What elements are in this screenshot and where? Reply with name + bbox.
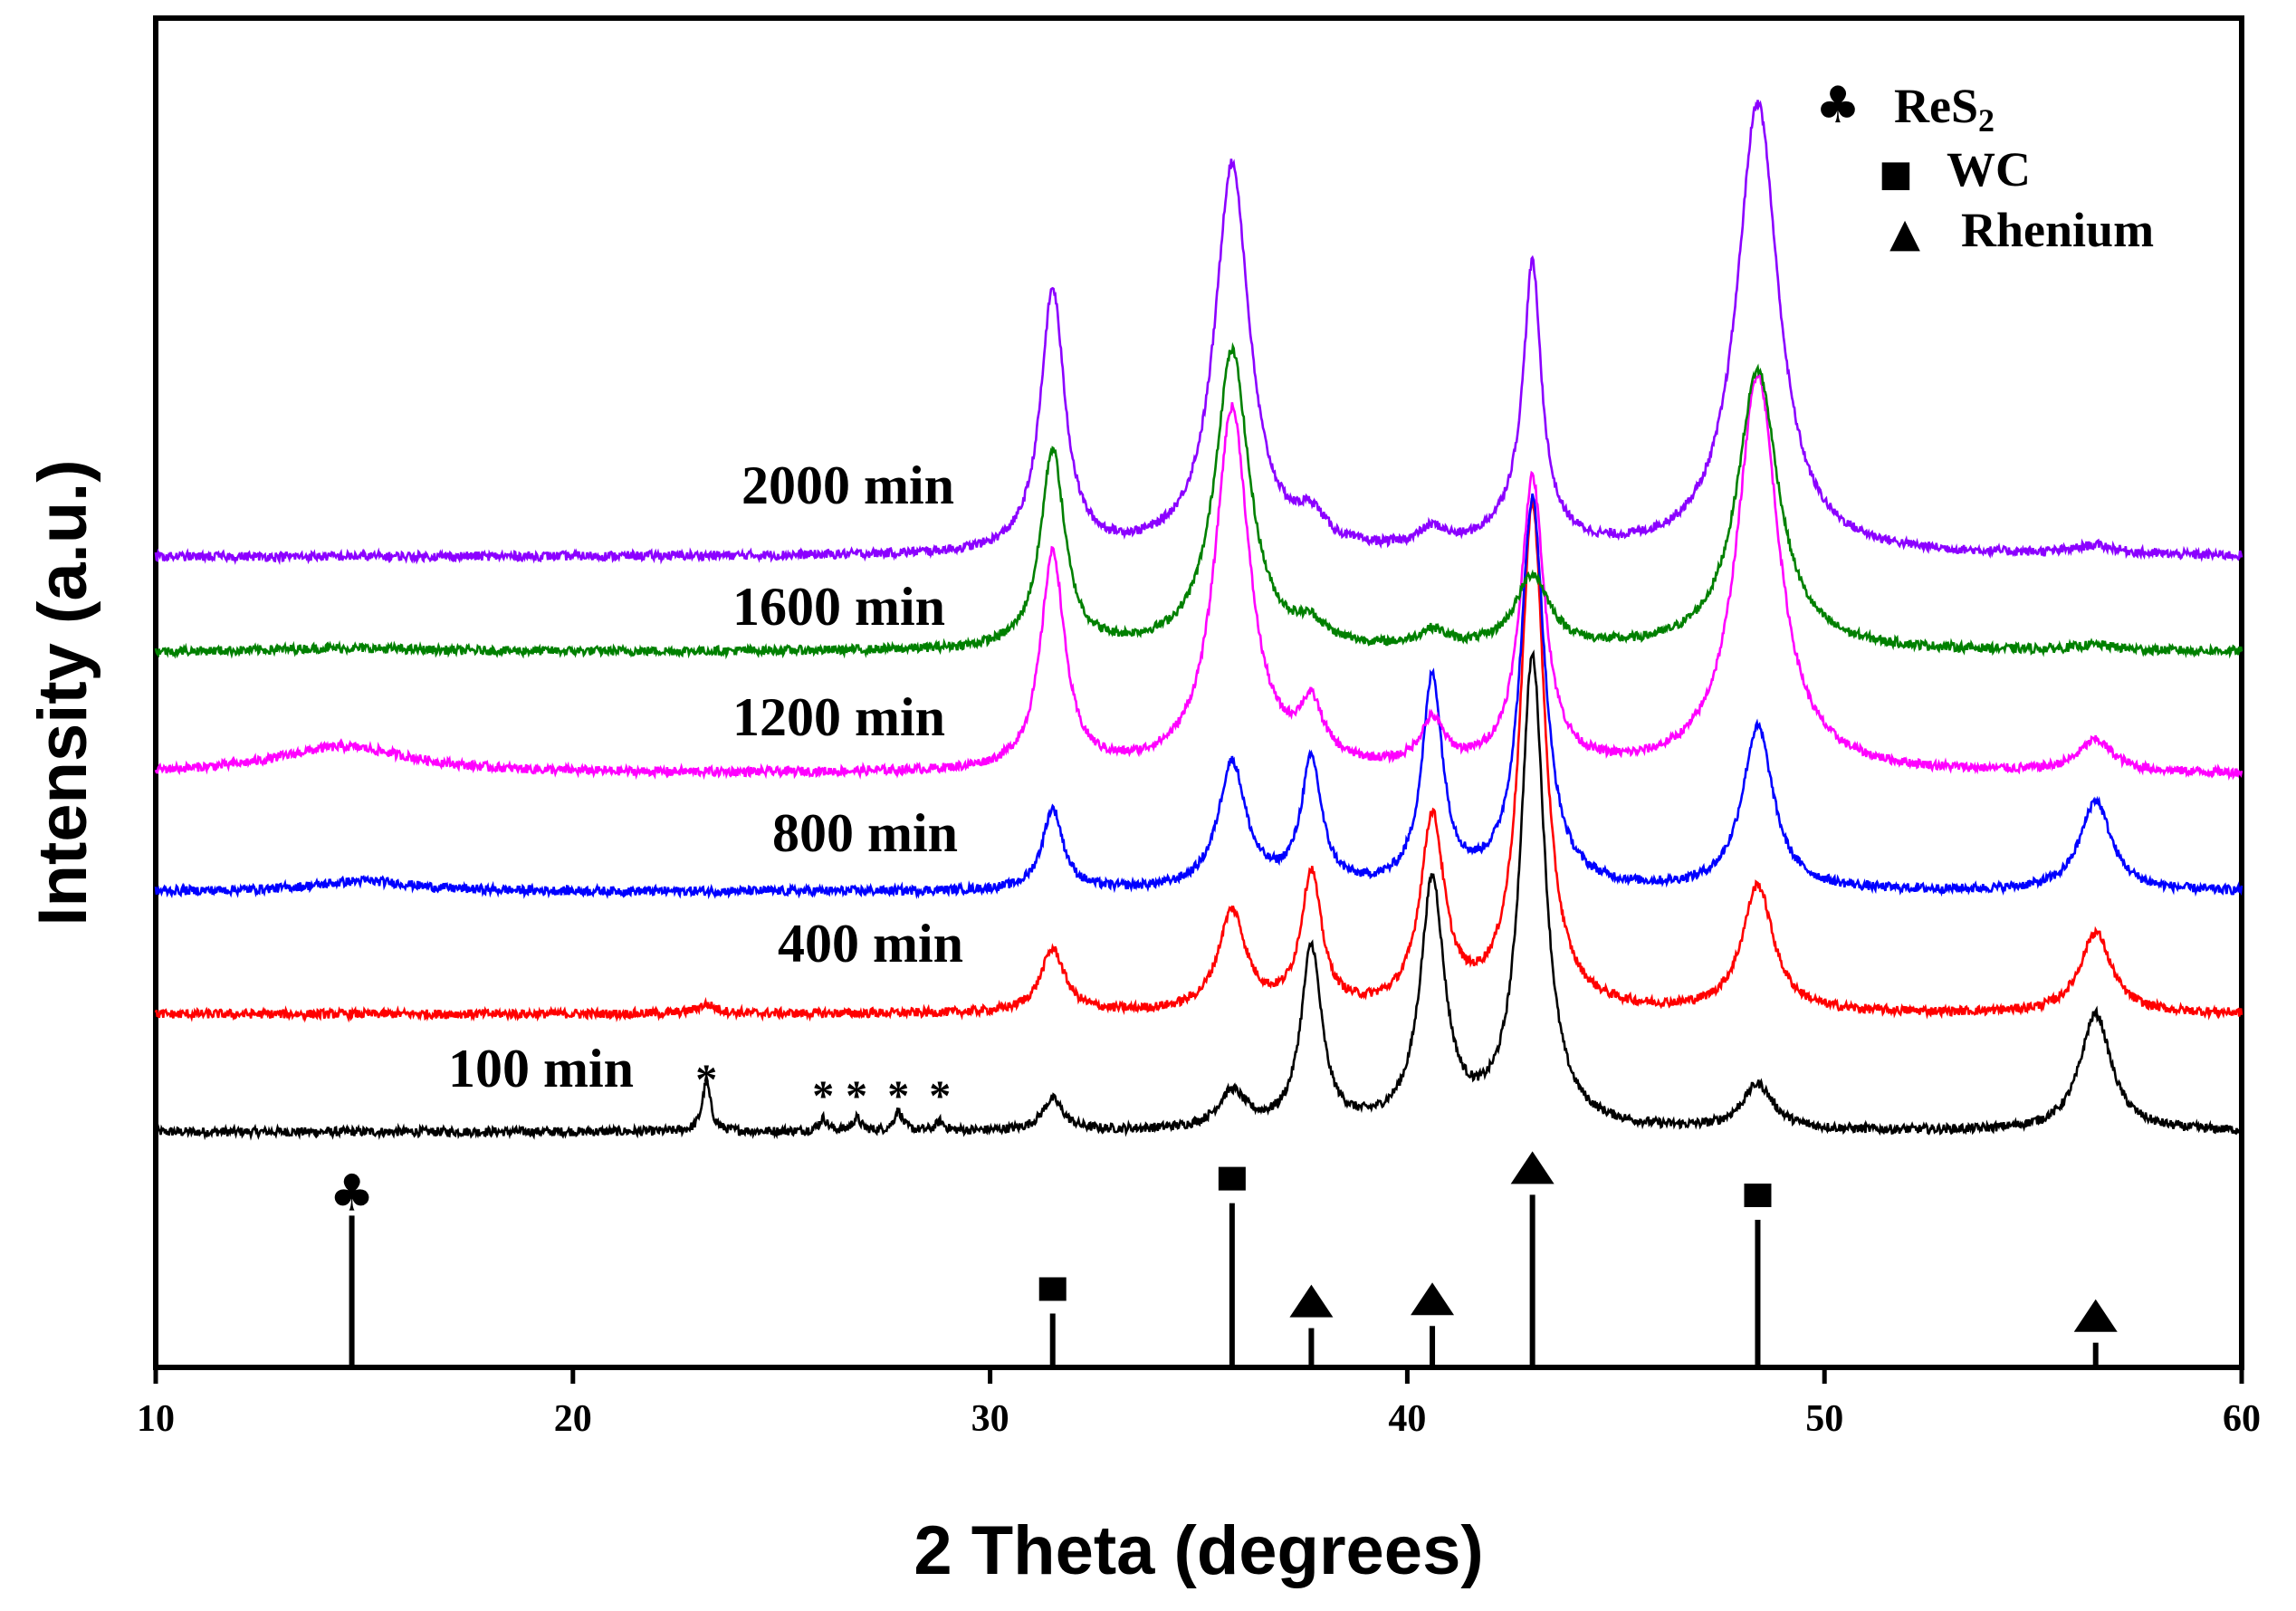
legend-square-icon: ■ bbox=[1879, 153, 1913, 195]
series-label-1200-min: 1200 min bbox=[732, 687, 945, 747]
series-line-1200-min bbox=[154, 372, 2243, 781]
rhenium-marker-icon bbox=[2073, 1299, 2118, 1332]
wc-marker-icon bbox=[1218, 1166, 1246, 1191]
series-line-1600-min bbox=[154, 341, 2243, 660]
rhenium-marker-icon bbox=[1510, 1151, 1555, 1184]
series-line-100-min bbox=[154, 649, 2243, 1141]
series-line-2000-min bbox=[154, 100, 2243, 566]
x-tick-label: 10 bbox=[137, 1398, 175, 1440]
x-tick-label: 30 bbox=[971, 1398, 1009, 1440]
legend-label-wc: WC bbox=[1947, 142, 2031, 197]
legend-label-res2: ReS2 bbox=[1894, 79, 1995, 139]
wc-marker-icon bbox=[1744, 1184, 1772, 1207]
legend-res2-subscript: 2 bbox=[1978, 102, 1995, 139]
legend-club-icon: ♣ bbox=[1815, 76, 1861, 135]
legend: ♣ ReS2 ■ WC ▲ Rhenium bbox=[1815, 76, 2154, 257]
reference-lines: ♣ bbox=[329, 1151, 2118, 1366]
res2-marker-icon: ♣ bbox=[329, 1164, 374, 1223]
series-label-2000-min: 2000 min bbox=[741, 455, 954, 515]
y-axis-title: Intensity (a.u.) bbox=[24, 459, 101, 925]
wc-marker-icon bbox=[1038, 1277, 1067, 1301]
x-ticks: 10 20 30 40 50 60 bbox=[137, 1367, 2261, 1440]
plot-frame bbox=[153, 15, 2244, 1370]
series-label-800-min: 800 min bbox=[772, 803, 958, 863]
x-tick-label: 60 bbox=[2223, 1398, 2261, 1440]
x-axis-title: 2 Theta (degrees) bbox=[914, 1512, 1483, 1589]
rhenium-marker-icon bbox=[1411, 1282, 1455, 1316]
legend-triangle-icon: ▲ bbox=[1889, 210, 1920, 256]
series-line-400-min bbox=[154, 498, 2243, 1023]
legend-res2-text: ReS bbox=[1894, 79, 1978, 133]
series-labels: 100 min 400 min 800 min 1200 min 1600 min 200… bbox=[448, 455, 963, 1098]
asterisk-marker: * bbox=[929, 1072, 951, 1120]
series-label-1600-min: 1600 min bbox=[732, 577, 945, 637]
series-label-400-min: 400 min bbox=[778, 914, 963, 973]
legend-label-rhenium: Rhenium bbox=[1961, 203, 2154, 257]
series-line-800-min bbox=[154, 493, 2243, 900]
rhenium-marker-icon bbox=[1289, 1284, 1334, 1318]
asterisk-group: * * * * * bbox=[695, 1056, 951, 1120]
asterisk-marker: * bbox=[887, 1072, 909, 1120]
x-tick-label: 50 bbox=[1805, 1398, 1843, 1440]
asterisk-marker: * bbox=[695, 1056, 717, 1104]
asterisk-marker: * bbox=[812, 1072, 834, 1120]
asterisk-marker: * bbox=[846, 1072, 867, 1120]
series-group bbox=[154, 100, 2243, 1141]
x-tick-label: 20 bbox=[554, 1398, 592, 1440]
x-tick-label: 40 bbox=[1388, 1398, 1426, 1440]
series-label-100-min: 100 min bbox=[448, 1039, 634, 1098]
